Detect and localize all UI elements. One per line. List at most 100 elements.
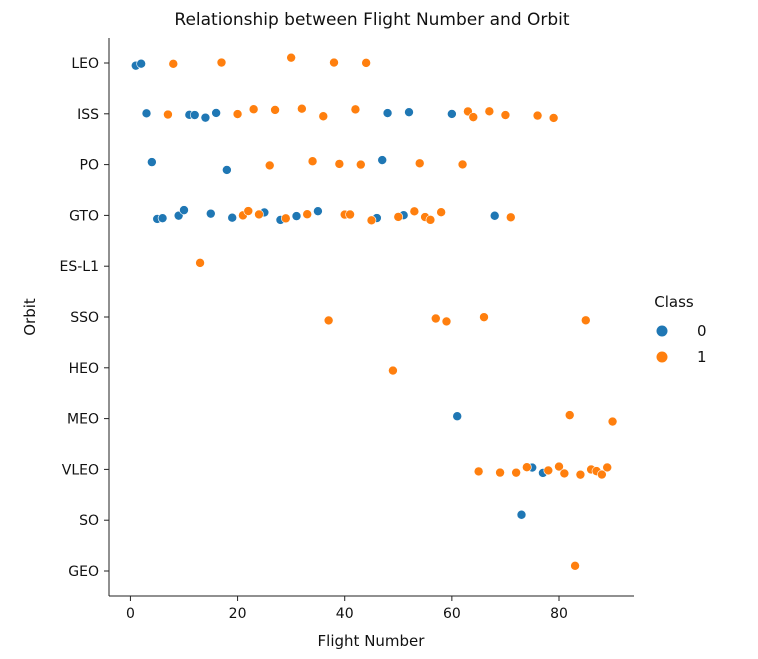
data-point-class-1: [580, 315, 591, 326]
data-point-class-1: [468, 112, 479, 122]
data-point-class-1: [264, 160, 275, 171]
y-ticks: LEO ISS PO GTO ES-L1 SSO HEO MEO VLEO SO GEO: [60, 56, 109, 580]
data-point-class-1: [554, 461, 564, 472]
data-point-class-1: [564, 410, 575, 420]
data-point-class-0: [377, 155, 388, 165]
data-point-class-1: [602, 462, 613, 473]
y-tick-label: MEO: [67, 412, 99, 428]
data-point-class-1: [414, 158, 425, 169]
y-tick-label: VLEO: [62, 462, 99, 478]
data-point-class-0: [291, 211, 302, 221]
data-point-class-1: [350, 104, 361, 115]
data-point-class-1: [393, 212, 404, 222]
data-point-class-1: [318, 111, 329, 122]
data-point-class-1: [286, 52, 296, 63]
data-point-class-0: [147, 157, 157, 167]
data-point-class-1: [388, 365, 398, 376]
data-point-class-1: [334, 159, 345, 169]
data-point-class-0: [452, 411, 463, 422]
y-tick-label: ES-L1: [60, 259, 100, 275]
x-tick-label: 0: [126, 606, 135, 622]
data-point-class-0: [179, 205, 189, 215]
data-point-class-1: [163, 109, 173, 120]
data-point-class-0: [211, 108, 221, 118]
data-point-class-0: [222, 165, 232, 175]
data-point-class-1: [495, 467, 505, 478]
data-point-class-1: [232, 109, 243, 119]
legend-marker-1: [656, 351, 668, 363]
data-point-class-1: [248, 104, 259, 115]
data-point-class-0: [205, 208, 216, 219]
legend: Class 0 1: [654, 293, 706, 366]
data-point-class-1: [441, 316, 452, 327]
data-point-class-1: [500, 110, 511, 120]
data-point-class-0: [313, 206, 323, 216]
data-point-class-1: [479, 312, 489, 322]
data-point-class-0: [227, 212, 238, 223]
y-tick-label: SSO: [70, 310, 99, 326]
data-point-class-1: [425, 215, 436, 225]
data-point-class-1: [243, 206, 254, 216]
data-point-class-0: [157, 213, 168, 223]
data-point-class-1: [254, 209, 264, 220]
data-point-class-1: [302, 209, 313, 220]
data-point-class-1: [570, 561, 580, 571]
data-point-class-0: [200, 112, 211, 123]
data-point-class-1: [270, 105, 280, 115]
data-point-class-1: [511, 467, 521, 478]
data-point-class-1: [430, 313, 441, 324]
data-point-class-0: [189, 110, 200, 120]
data-point-class-0: [516, 509, 527, 520]
data-point-class-1: [457, 159, 468, 170]
data-point-class-0: [141, 108, 152, 119]
data-point-class-1: [522, 462, 532, 473]
data-points: [130, 52, 618, 571]
data-point-class-1: [329, 57, 339, 68]
data-point-class-1: [575, 469, 586, 480]
data-point-class-1: [543, 465, 554, 476]
y-tick-label: HEO: [69, 361, 99, 377]
data-point-class-1: [366, 215, 377, 226]
data-point-class-1: [297, 103, 307, 114]
data-point-class-1: [168, 59, 179, 69]
data-point-class-1: [597, 469, 607, 480]
legend-marker-0: [656, 325, 668, 337]
legend-title: Class: [654, 293, 694, 311]
data-point-class-1: [323, 315, 334, 326]
legend-label-1: 1: [697, 348, 707, 366]
data-point-class-1: [559, 468, 570, 479]
data-point-class-1: [195, 258, 205, 268]
data-point-class-1: [216, 57, 227, 68]
data-point-class-1: [505, 212, 516, 223]
x-ticks: 0 20 40 60 80: [126, 596, 568, 622]
data-point-class-1: [409, 206, 420, 217]
y-tick-label: LEO: [71, 56, 99, 72]
data-point-class-1: [307, 156, 318, 167]
x-tick-label: 80: [550, 606, 568, 622]
y-tick-label: GEO: [68, 564, 99, 580]
chart-title: Relationship between Flight Number and O…: [174, 10, 570, 30]
y-tick-label: ISS: [77, 107, 99, 123]
data-point-class-0: [382, 108, 393, 118]
x-tick-label: 20: [229, 606, 247, 622]
data-point-class-1: [280, 213, 291, 224]
x-tick-label: 40: [336, 606, 354, 622]
data-point-class-0: [489, 210, 500, 221]
data-point-class-1: [484, 106, 495, 117]
data-point-class-0: [404, 107, 414, 117]
data-point-class-0: [447, 109, 457, 119]
data-point-class-1: [607, 416, 618, 427]
x-tick-label: 60: [443, 606, 461, 622]
data-point-class-0: [136, 58, 146, 69]
data-point-class-1: [345, 209, 355, 220]
y-tick-label: PO: [80, 158, 99, 174]
data-point-class-1: [355, 159, 366, 170]
data-point-class-1: [361, 58, 371, 68]
data-point-class-1: [436, 207, 446, 217]
y-axis-label: Orbit: [21, 298, 39, 336]
data-point-class-1: [548, 113, 559, 123]
data-point-class-1: [532, 110, 543, 121]
y-tick-label: GTO: [69, 208, 99, 224]
x-axis-label: Flight Number: [318, 632, 426, 650]
